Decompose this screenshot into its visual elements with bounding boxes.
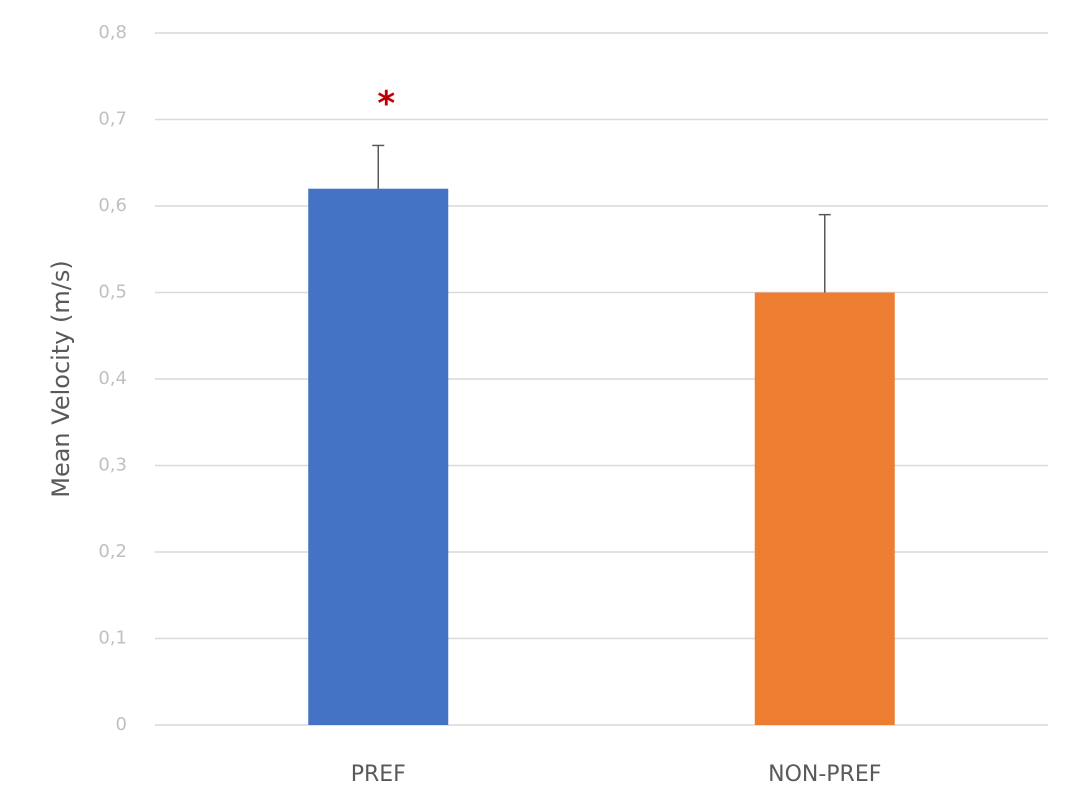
bar: [754, 292, 895, 725]
error-bar: [818, 213, 831, 293]
error-bar: [372, 144, 385, 189]
y-tick-label: 0,2: [98, 541, 127, 562]
annotation: *: [377, 84, 395, 124]
y-tick-label: 0,3: [98, 455, 127, 476]
y-tick-label: 0,4: [98, 368, 127, 389]
y-tick-label: 0,8: [98, 22, 127, 43]
y-axis-label: Mean Velocity (m/s): [47, 260, 75, 498]
y-tick-label: 0,7: [98, 109, 127, 130]
x-tick-label: NON-PREF: [768, 762, 881, 787]
y-tick-label: 0,5: [98, 282, 127, 303]
bar: [308, 188, 449, 725]
x-tick-label: PREF: [351, 762, 406, 787]
y-tick-label: 0,1: [98, 628, 127, 649]
y-tick-label: 0: [116, 714, 127, 735]
y-tick-label: 0,6: [98, 195, 127, 216]
